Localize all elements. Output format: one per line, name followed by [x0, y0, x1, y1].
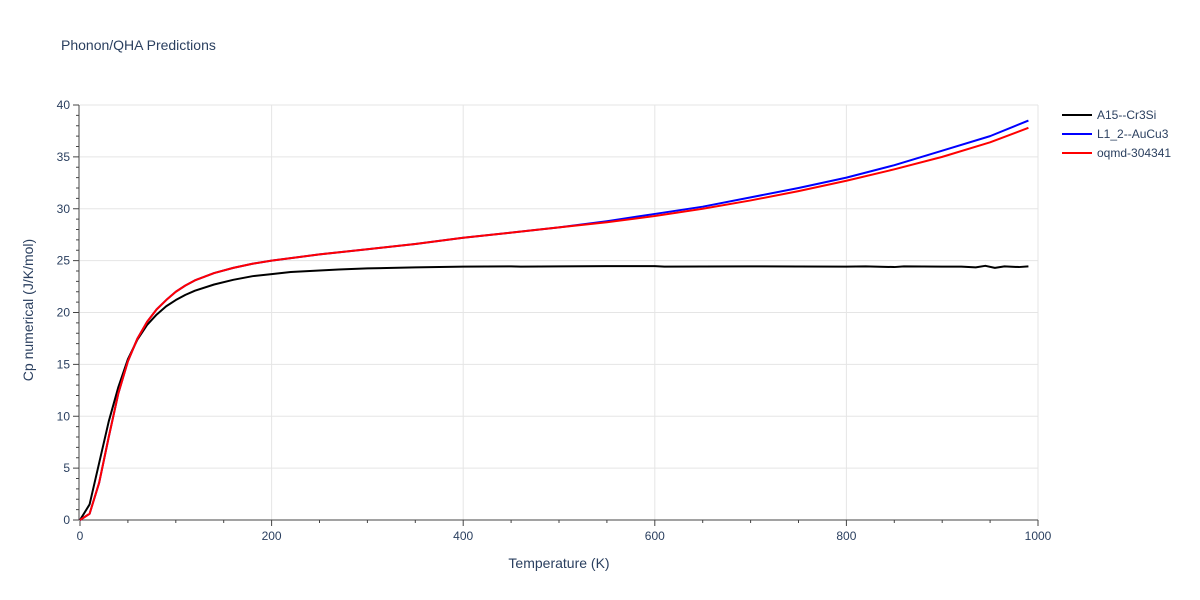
- y-tick-label: 20: [57, 306, 71, 320]
- legend-label: oqmd-304341: [1097, 146, 1171, 160]
- x-tick-label: 800: [836, 529, 856, 543]
- y-tick-label: 15: [57, 357, 71, 371]
- x-tick-label: 600: [645, 529, 665, 543]
- series-line-oqmd-304341[interactable]: [79, 126, 1029, 521]
- series-layer: [79, 119, 1029, 521]
- series-line-l1-2-aucu3[interactable]: [79, 119, 1029, 521]
- y-axis-title: Cp numerical (J/K/mol): [20, 239, 36, 381]
- legend[interactable]: A15--Cr3Si L1_2--AuCu3 oqmd-304341: [1062, 108, 1171, 160]
- axes-layer: 0 200 400 600 800 1000 0 5 10 15 20 25 30 35 40: [57, 98, 1052, 543]
- legend-label: L1_2--AuCu3: [1097, 127, 1169, 141]
- series-line-a15-cr3si[interactable]: [79, 264, 1029, 521]
- y-tick-label: 0: [63, 513, 70, 527]
- y-tick-label: 35: [57, 150, 71, 164]
- x-tick-label: 200: [262, 529, 282, 543]
- grid-layer: [80, 104, 1039, 520]
- y-tick-label: 5: [63, 461, 70, 475]
- y-tick-label: 40: [57, 98, 71, 112]
- legend-label: A15--Cr3Si: [1097, 108, 1156, 122]
- y-tick-label: 30: [57, 202, 71, 216]
- legend-item-oqmd-304341[interactable]: oqmd-304341: [1062, 146, 1171, 160]
- legend-item-a15-cr3si[interactable]: A15--Cr3Si: [1062, 108, 1156, 122]
- y-tick-label: 10: [57, 409, 71, 423]
- chart-title: Phonon/QHA Predictions: [61, 37, 216, 53]
- legend-item-l1-2-aucu3[interactable]: L1_2--AuCu3: [1062, 127, 1169, 141]
- x-tick-label: 400: [453, 529, 473, 543]
- x-axis-title: Temperature (K): [508, 555, 609, 571]
- x-tick-label: 0: [77, 529, 84, 543]
- y-tick-label: 25: [57, 254, 71, 268]
- x-tick-label: 1000: [1025, 529, 1052, 543]
